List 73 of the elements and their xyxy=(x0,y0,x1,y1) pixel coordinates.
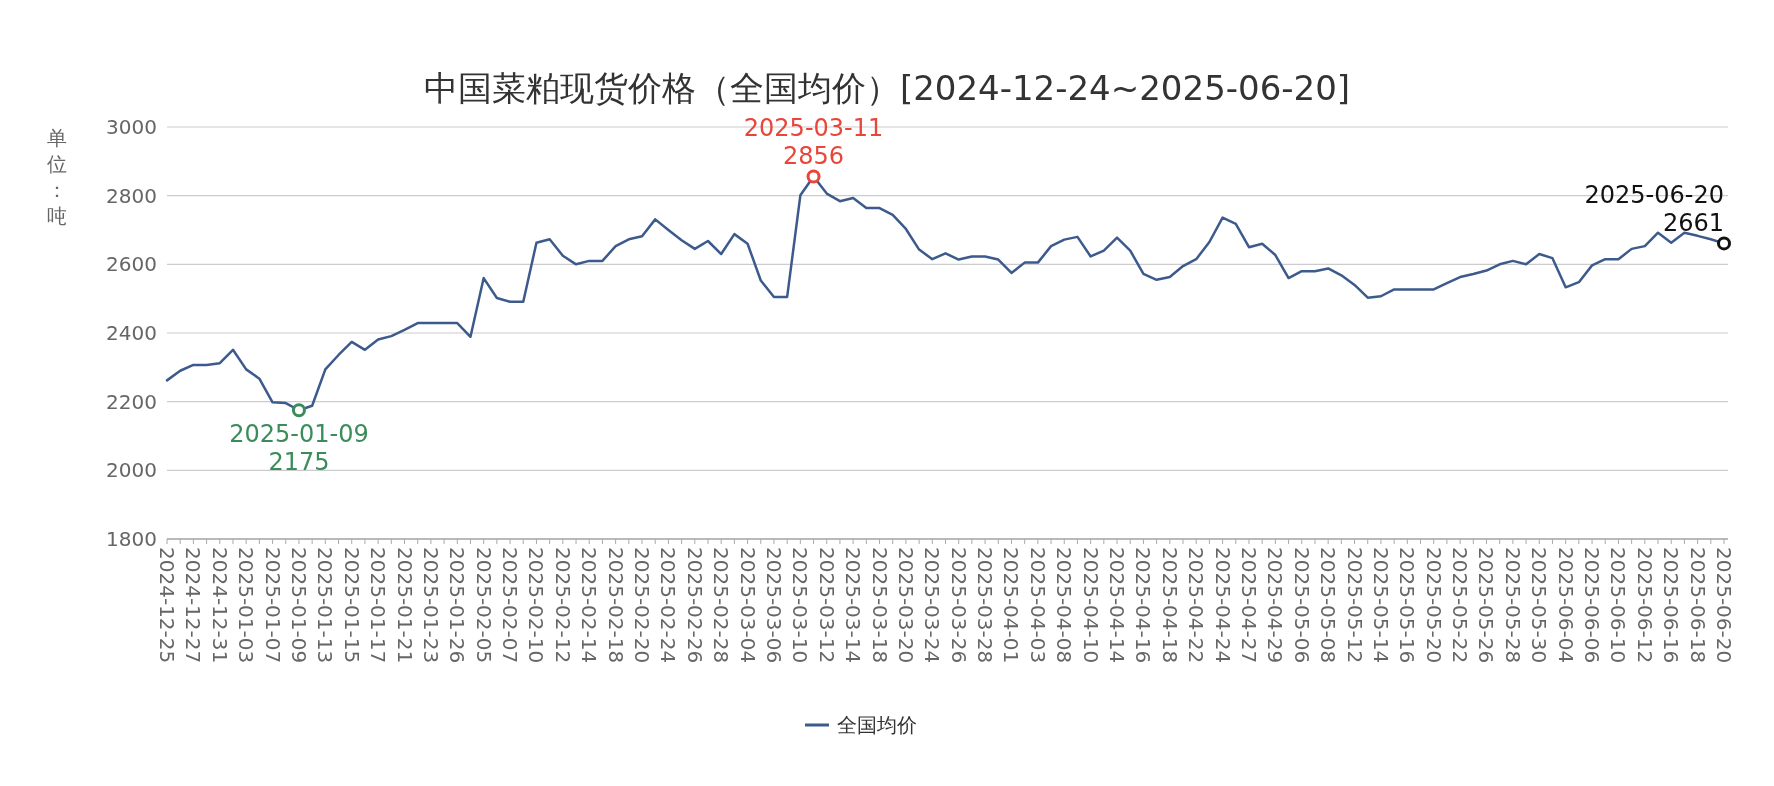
x-tick-label: 2025-01-26 xyxy=(445,547,470,664)
x-tick-label: 2025-06-16 xyxy=(1659,547,1684,664)
x-tick-label: 2025-03-06 xyxy=(761,547,786,664)
x-tick-label: 2025-06-18 xyxy=(1685,547,1710,664)
x-tick-label: 2025-03-04 xyxy=(735,547,760,664)
x-tick-label: 2025-06-04 xyxy=(1553,547,1578,664)
x-tick-label: 2025-01-03 xyxy=(234,547,259,664)
x-tick-label: 2025-05-30 xyxy=(1527,547,1552,664)
x-tick-label: 2025-01-17 xyxy=(366,547,391,664)
x-tick-label: 2025-03-10 xyxy=(788,547,813,664)
x-tick-label: 2025-01-07 xyxy=(260,547,285,664)
x-tick-label: 2024-12-25 xyxy=(155,547,179,664)
x-tick-label: 2025-01-13 xyxy=(313,547,338,664)
x-tick-label: 2025-04-10 xyxy=(1078,547,1103,664)
x-tick-label: 2025-03-18 xyxy=(867,547,892,664)
x-tick-label: 2025-05-08 xyxy=(1316,547,1341,664)
annotation: 2025-03-11 2856 xyxy=(743,114,884,171)
x-tick-label: 2025-02-28 xyxy=(709,547,734,664)
x-tick-label: 2025-02-05 xyxy=(471,547,496,664)
x-tick-label: 2025-04-29 xyxy=(1263,547,1288,664)
y-tick-label: 2000 xyxy=(106,458,157,483)
x-tick-label: 2025-01-21 xyxy=(392,547,417,664)
annotation: 2025-06-20 2661 xyxy=(1584,181,1724,238)
x-tick-label: 2025-02-10 xyxy=(524,547,549,664)
x-tick-label: 2025-01-09 xyxy=(286,547,311,664)
x-tick-label: 2025-04-01 xyxy=(999,547,1024,664)
x-tick-label: 2025-06-10 xyxy=(1606,547,1631,664)
x-tick-label: 2025-02-14 xyxy=(577,547,602,664)
x-tick-label: 2025-05-12 xyxy=(1342,547,1367,664)
x-tick-label: 2025-05-16 xyxy=(1395,547,1420,664)
y-tick-label: 2400 xyxy=(106,321,157,345)
x-tick-label: 2025-03-20 xyxy=(893,547,918,664)
x-tick-label: 2025-06-20 xyxy=(1712,547,1736,664)
x-tick-label: 2025-04-08 xyxy=(1052,547,1077,664)
x-tick-label: 2025-02-12 xyxy=(550,547,575,664)
y-tick-label: 2200 xyxy=(106,389,157,414)
x-tick-label: 2025-02-24 xyxy=(656,547,681,664)
x-tick-label: 2025-05-26 xyxy=(1474,547,1499,664)
annotation: 2025-01-09 2175 xyxy=(229,420,369,477)
x-tick-label: 2025-03-26 xyxy=(946,547,971,664)
x-tick-label: 2025-02-26 xyxy=(682,547,707,664)
x-tick-label: 2025-05-14 xyxy=(1368,547,1393,664)
x-tick-label: 2025-02-20 xyxy=(630,547,655,664)
y-tick-label: 1800 xyxy=(106,527,157,551)
legend-label: 全国均价 xyxy=(837,713,917,737)
chart-title: 中国菜粕现货价格（全国均价）[2024-12-24~2025-06-20] xyxy=(423,68,1351,108)
x-tick-label: 2025-04-22 xyxy=(1184,547,1209,664)
x-tick-label: 2025-04-16 xyxy=(1131,547,1156,664)
x-tick-label: 2025-06-06 xyxy=(1580,547,1605,664)
x-tick-label: 2025-05-28 xyxy=(1500,547,1525,664)
y-axis-title: 单位：吨 xyxy=(47,126,67,228)
x-tick-label: 2025-04-27 xyxy=(1236,547,1261,664)
y-tick-label: 3000 xyxy=(106,115,157,139)
x-tick-label: 2024-12-31 xyxy=(207,547,232,664)
x-tick-label: 2025-01-23 xyxy=(418,547,443,664)
x-tick-label: 2025-05-20 xyxy=(1421,547,1446,664)
y-tick-label: 2800 xyxy=(106,183,157,208)
x-tick-label: 2025-02-18 xyxy=(603,547,628,664)
x-tick-label: 2025-04-03 xyxy=(1025,547,1050,664)
x-tick-label: 2025-05-06 xyxy=(1289,547,1314,664)
x-tick-label: 2025-03-28 xyxy=(973,547,998,664)
x-tick-label: 2025-03-24 xyxy=(920,547,945,664)
y-tick-label: 2600 xyxy=(106,252,157,277)
x-tick-label: 2025-03-12 xyxy=(814,547,839,664)
x-tick-label: 2025-01-15 xyxy=(339,547,364,664)
x-tick-label: 2025-04-18 xyxy=(1157,547,1182,664)
x-tick-label: 2025-02-07 xyxy=(498,547,523,664)
x-tick-label: 2025-05-22 xyxy=(1448,547,1473,664)
x-tick-label: 2024-12-27 xyxy=(181,547,206,664)
x-tick-label: 2025-04-14 xyxy=(1105,547,1130,664)
x-tick-label: 2025-04-24 xyxy=(1210,547,1235,664)
x-tick-label: 2025-06-12 xyxy=(1632,547,1657,664)
x-tick-label: 2025-03-14 xyxy=(841,547,866,664)
